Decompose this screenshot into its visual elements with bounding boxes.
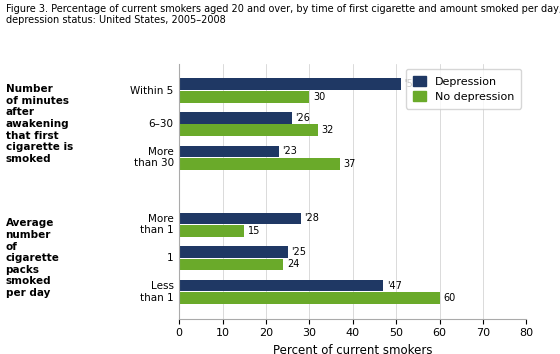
X-axis label: Percent of current smokers: Percent of current smokers: [273, 344, 432, 354]
Text: Number
of minutes
after
awakening
that first
cigarette is
smoked: Number of minutes after awakening that f…: [6, 84, 73, 164]
Text: 30: 30: [313, 92, 325, 102]
Bar: [179, 280, 383, 291]
Text: '47: '47: [386, 281, 402, 291]
Text: '23: '23: [282, 147, 297, 156]
Text: '25: '25: [291, 247, 306, 257]
Bar: [179, 91, 309, 103]
Text: '51: '51: [404, 79, 419, 89]
Text: Average
number
of
cigarette
packs
smoked
per day: Average number of cigarette packs smoked…: [6, 218, 59, 298]
Bar: [179, 258, 283, 270]
Text: 37: 37: [343, 159, 356, 169]
Bar: [179, 158, 340, 170]
Text: 15: 15: [248, 226, 260, 236]
Bar: [179, 246, 288, 258]
Bar: [179, 145, 279, 157]
Text: '28: '28: [304, 213, 319, 223]
Text: '26: '26: [296, 113, 310, 123]
Bar: [179, 292, 440, 304]
Bar: [179, 124, 318, 136]
Legend: Depression, No depression: Depression, No depression: [406, 69, 521, 109]
Text: 32: 32: [321, 125, 334, 135]
Text: Figure 3. Percentage of current smokers aged 20 and over, by time of first cigar: Figure 3. Percentage of current smokers …: [6, 4, 560, 25]
Bar: [179, 79, 400, 90]
Bar: [179, 225, 244, 237]
Bar: [179, 213, 301, 224]
Bar: [179, 112, 292, 124]
Text: 24: 24: [287, 259, 299, 269]
Text: 60: 60: [443, 293, 455, 303]
